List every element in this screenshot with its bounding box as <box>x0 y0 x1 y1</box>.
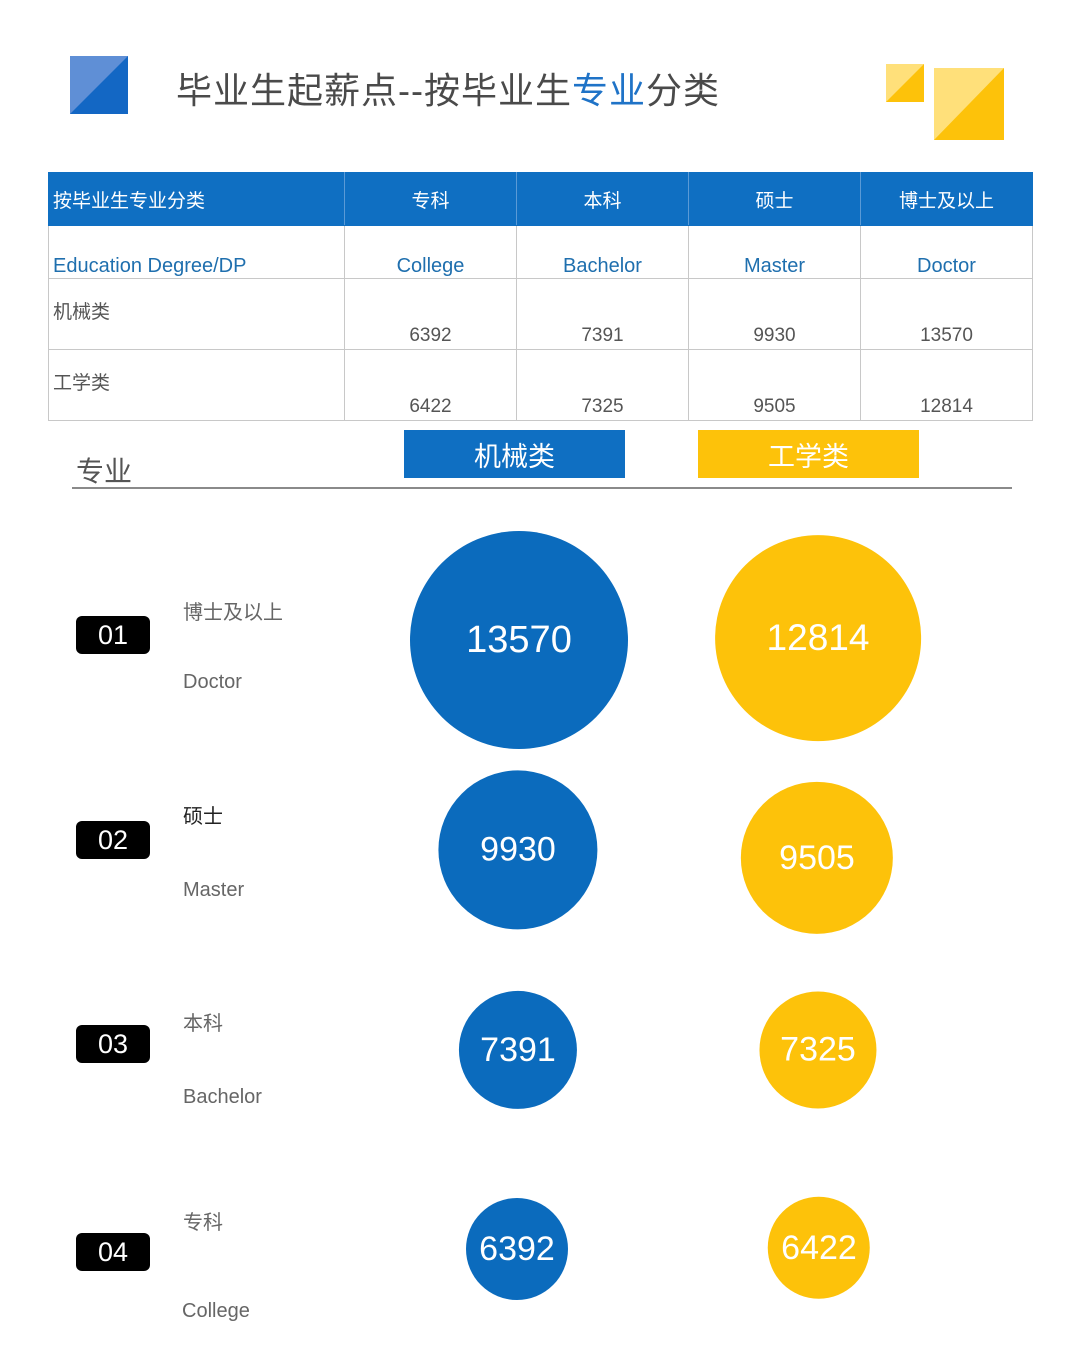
row-degree-cn: 硕士 <box>183 806 223 828</box>
table-header-doctor: 博士及以上 <box>860 172 1033 226</box>
row-number-badge: 03 <box>76 1025 150 1063</box>
bubble-engineering: 6422 <box>767 1196 871 1300</box>
row-degree-cn: 本科 <box>183 1013 223 1035</box>
legend-engineering: 工学类 <box>698 430 919 478</box>
table-cell: Doctor <box>860 225 1033 279</box>
table-header-category: 按毕业生专业分类 <box>48 172 345 226</box>
table-header-row: 按毕业生专业分类 专科 本科 硕士 博士及以上 <box>48 172 1033 226</box>
bubble-engineering: 12814 <box>715 535 921 741</box>
table-cell-label: 工学类 <box>48 349 345 421</box>
bubble-mechanical: 7391 <box>458 990 578 1110</box>
yellow-squares-logo-icon <box>886 64 1004 140</box>
table-cell: 6422 <box>344 349 517 421</box>
table-cell: 6392 <box>344 278 517 350</box>
row-number-badge: 04 <box>76 1233 150 1271</box>
table-cell: 9505 <box>688 349 861 421</box>
row-degree-cn: 博士及以上 <box>183 602 283 624</box>
row-number-badge: 01 <box>76 616 150 654</box>
table-cell: Master <box>688 225 861 279</box>
table-cell-label: 机械类 <box>48 278 345 350</box>
bubble-mechanical: 6392 <box>466 1198 568 1300</box>
blue-square-logo-icon <box>70 56 128 114</box>
table-cell: 9930 <box>688 278 861 350</box>
salary-table: 按毕业生专业分类 专科 本科 硕士 博士及以上 Education Degree… <box>48 172 1033 421</box>
row-degree-en: College <box>182 1300 250 1322</box>
table-row-english: Education Degree/DP College Bachelor Mas… <box>48 225 1033 279</box>
section-label: 专业 <box>76 456 133 487</box>
table-cell: 13570 <box>860 278 1033 350</box>
table-header-bachelor: 本科 <box>516 172 689 226</box>
table-cell: 7391 <box>516 278 689 350</box>
row-degree-en: Master <box>183 879 245 901</box>
table-cell: Education Degree/DP <box>48 225 345 279</box>
row-degree-en: Bachelor <box>183 1086 262 1108</box>
table-row-mechanical: 机械类 6392 7391 9930 13570 <box>48 278 1033 350</box>
row-degree-cn: 专科 <box>183 1212 223 1234</box>
bubble-engineering: 7325 <box>759 991 877 1109</box>
bubble-mechanical: 13570 <box>410 531 628 749</box>
page-title: 毕业生起薪点--按毕业生专业分类 <box>176 70 721 111</box>
table-cell: 12814 <box>860 349 1033 421</box>
section-divider <box>72 487 1012 489</box>
bubble-mechanical: 9930 <box>438 770 598 930</box>
row-degree-en: Doctor <box>183 671 242 693</box>
table-header-college: 专科 <box>344 172 517 226</box>
table-cell: College <box>344 225 517 279</box>
table-header-master: 硕士 <box>688 172 861 226</box>
legend-mechanical: 机械类 <box>404 430 625 478</box>
table-cell: Bachelor <box>516 225 689 279</box>
bubble-engineering: 9505 <box>740 781 894 935</box>
row-number-badge: 02 <box>76 821 150 859</box>
table-row-engineering: 工学类 6422 7325 9505 12814 <box>48 349 1033 421</box>
table-cell: 7325 <box>516 349 689 421</box>
